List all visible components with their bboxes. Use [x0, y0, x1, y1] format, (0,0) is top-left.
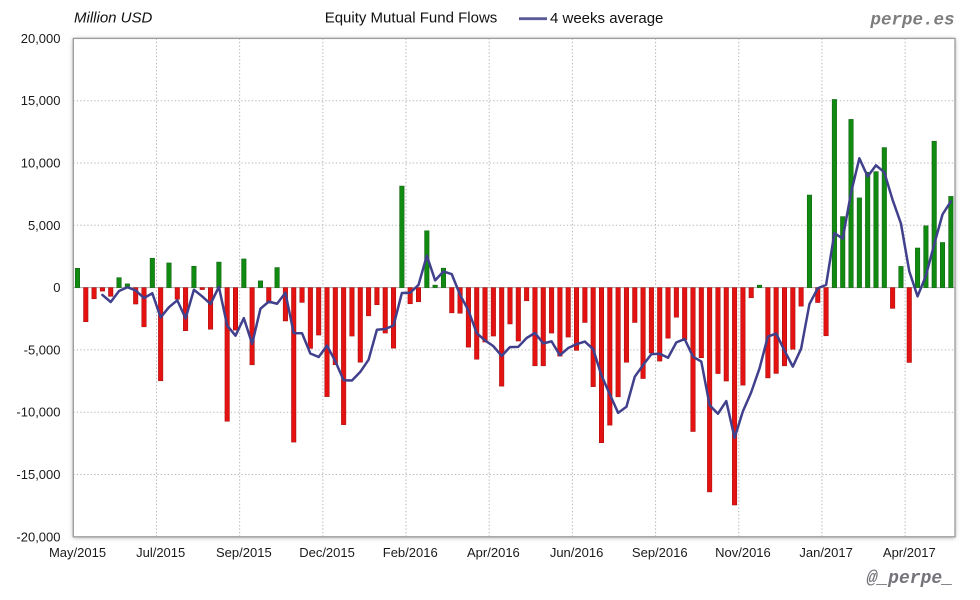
svg-text:Nov/2016: Nov/2016 [715, 545, 771, 560]
svg-text:20,000: 20,000 [21, 31, 61, 46]
svg-text:Jan/2017: Jan/2017 [799, 545, 853, 560]
svg-text:Sep/2016: Sep/2016 [632, 545, 688, 560]
svg-text:Jun/2016: Jun/2016 [550, 545, 604, 560]
svg-text:@_perpe_: @_perpe_ [867, 569, 953, 589]
svg-text:Equity Mutual Fund Flows: Equity Mutual Fund Flows [325, 10, 498, 27]
svg-text:Million USD: Million USD [74, 10, 153, 27]
svg-text:Jul/2015: Jul/2015 [136, 545, 185, 560]
svg-text:Sep/2015: Sep/2015 [216, 545, 272, 560]
svg-text:-20,000: -20,000 [16, 529, 60, 544]
svg-text:5,000: 5,000 [28, 218, 61, 233]
svg-text:Dec/2015: Dec/2015 [299, 545, 355, 560]
svg-text:Feb/2016: Feb/2016 [383, 545, 438, 560]
svg-text:-10,000: -10,000 [16, 405, 60, 420]
svg-text:perpe.es: perpe.es [869, 11, 954, 31]
svg-text:15,000: 15,000 [21, 93, 61, 108]
svg-text:-5,000: -5,000 [24, 342, 61, 357]
svg-text:-15,000: -15,000 [16, 467, 60, 482]
svg-text:Apr/2016: Apr/2016 [467, 545, 520, 560]
svg-text:May/2015: May/2015 [49, 545, 106, 560]
svg-text:0: 0 [53, 280, 60, 295]
svg-text:10,000: 10,000 [21, 156, 61, 171]
svg-text:4 weeks average: 4 weeks average [550, 10, 663, 27]
svg-text:Apr/2017: Apr/2017 [883, 545, 936, 560]
